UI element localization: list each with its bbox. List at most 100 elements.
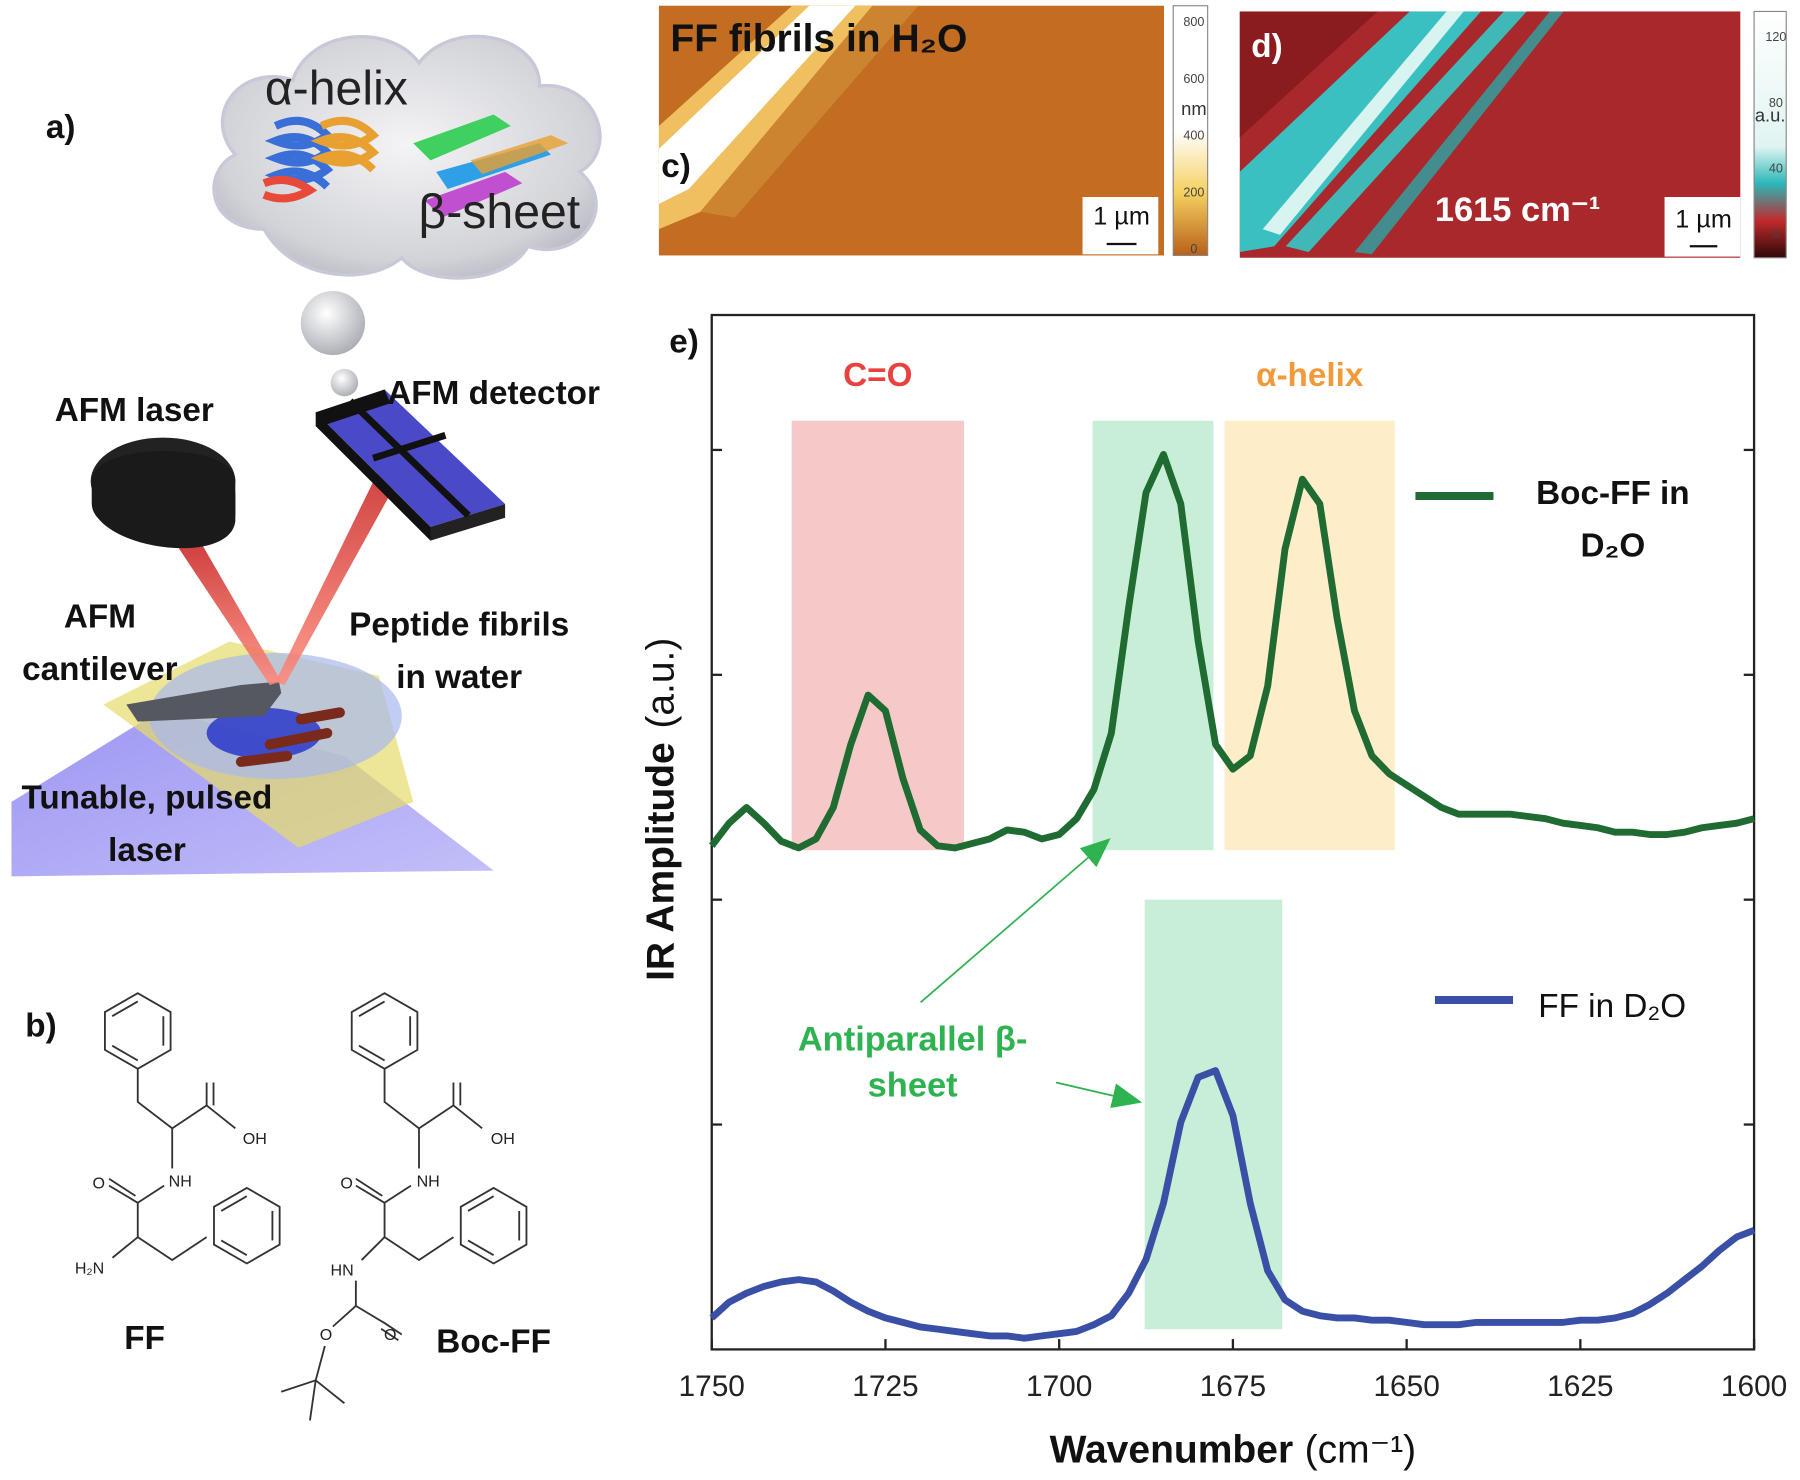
highlight-band [791,420,964,851]
bond [355,1184,386,1204]
illustration-label: Peptide fibrils [349,606,569,643]
bond [280,1345,326,1393]
bond [206,1104,236,1130]
bond [354,1280,403,1336]
chemical-structures [104,992,528,1421]
atom-label: NH [417,1172,440,1190]
atom-label: O [384,1326,396,1344]
image-title: FF fibrils in H₂O [670,18,967,61]
compound-name: FF [124,1320,165,1357]
double-bond [467,1195,495,1212]
double-bond [220,1239,248,1256]
bond [309,1380,317,1421]
illustration-label: AFM detector [387,375,600,412]
illustration [11,34,602,877]
benzene-ring [213,1186,281,1265]
reflected-beam [275,446,414,686]
cantilever [126,681,282,722]
sheet-icon [413,114,569,218]
bond [136,1184,165,1238]
double-bond [467,1239,495,1256]
helix-icon [262,116,380,203]
panel-label: b) [25,1007,56,1044]
panel-label: e) [669,323,699,360]
atom-label: OH [243,1130,267,1148]
legend-label: Boc-FF in D₂O [1536,475,1690,565]
x-axis-title: Wavenumber [1050,1429,1294,1472]
cloud-label: β-sheet [419,185,581,239]
double-bond [220,1195,248,1212]
atom-label: OH [491,1130,515,1148]
x-axis-label: Wavenumber (cm⁻¹) [1050,1429,1417,1472]
ir-map [1239,10,1787,259]
legend-label: FF in D₂O [1538,988,1687,1026]
x-tick-label: 1750 [679,1370,745,1403]
laser-beam [172,532,282,686]
band-label: α-helix [1256,357,1364,394]
bond [360,1236,386,1261]
atom-labels: OH NH O H₂N OH NH O HN O O FF Boc-FF [75,1130,551,1360]
x-tick-label: 1625 [1547,1370,1613,1403]
spectrum-line [709,1067,1756,1342]
bond [315,1379,345,1404]
double-bond [111,1044,139,1062]
bond [452,1104,483,1130]
spectrum-line [709,450,1755,852]
benzene-ring [459,1186,528,1265]
scale-label: 1 µm [1675,206,1732,234]
x-tick-label: 1650 [1373,1370,1439,1403]
atom-label: H₂N [75,1259,104,1277]
double-bond [358,1044,386,1062]
legend-entry: FF in D₂O [1538,988,1687,1026]
illustration-label: AFM laser [55,392,214,429]
x-tick-label: 1600 [1721,1370,1787,1403]
illustration-label: laser [108,832,186,869]
colorbar-tick-label: 40 [1769,161,1783,175]
annotation-arrow [920,838,1111,1003]
map-label: 1615 cm⁻¹ [1435,191,1601,229]
bond [384,1236,454,1262]
annotation-arrow [1055,1081,1143,1109]
annotation: Antiparallel β-sheet [797,1020,1028,1105]
cloud-label: α-helix [265,61,408,115]
bond [137,1236,208,1262]
benzene-ring [350,992,419,1070]
colorbar-tick-label: 120 [1765,30,1786,44]
double-bond [111,1000,139,1018]
atom-label: O [92,1175,104,1193]
compound-name: Boc-FF [436,1323,551,1360]
bubble [330,368,359,397]
colorbar-ticks: 120 80 40 0 [1765,30,1786,241]
double-bond [358,1000,386,1018]
atom-label: NH [169,1172,192,1190]
illustration-label: Tunable, pulsed [21,779,272,816]
illustration-label: AFM [64,598,136,635]
highlight-band [1144,899,1283,1330]
benzene-ring [104,992,172,1070]
legend-entry: Boc-FF in D₂O [1536,475,1690,565]
y-axis-title: IR Amplitude [640,742,683,981]
colorbar [1753,10,1787,259]
bond [108,1184,139,1204]
annotation-text: Antiparallel β-sheet [797,1020,1028,1105]
thought-cloud [212,34,602,280]
colorbar-tick-label: 0 [1190,242,1197,256]
illustration-labels: AFM laser AFM detector AFM cantilever Peptid… [21,375,600,869]
panel-label: a) [46,109,76,146]
band-label: C=O [843,357,912,394]
illustration-label: cantilever [22,651,177,688]
atom-label: O [320,1326,332,1344]
bond [332,1305,357,1328]
sample-spot [206,707,322,759]
colorbar-ticks: 800 600 400 200 0 [1183,15,1204,256]
panel-label: c) [661,148,691,185]
bond [380,1328,399,1342]
colorbar-unit: nm [1181,98,1206,119]
x-tick-label: 1675 [1200,1370,1266,1403]
colorbar [1172,5,1209,257]
afm-image [658,5,1209,257]
bond [383,1068,455,1130]
panel-label: d) [1251,28,1282,65]
x-tick-label: 1700 [1026,1370,1092,1403]
